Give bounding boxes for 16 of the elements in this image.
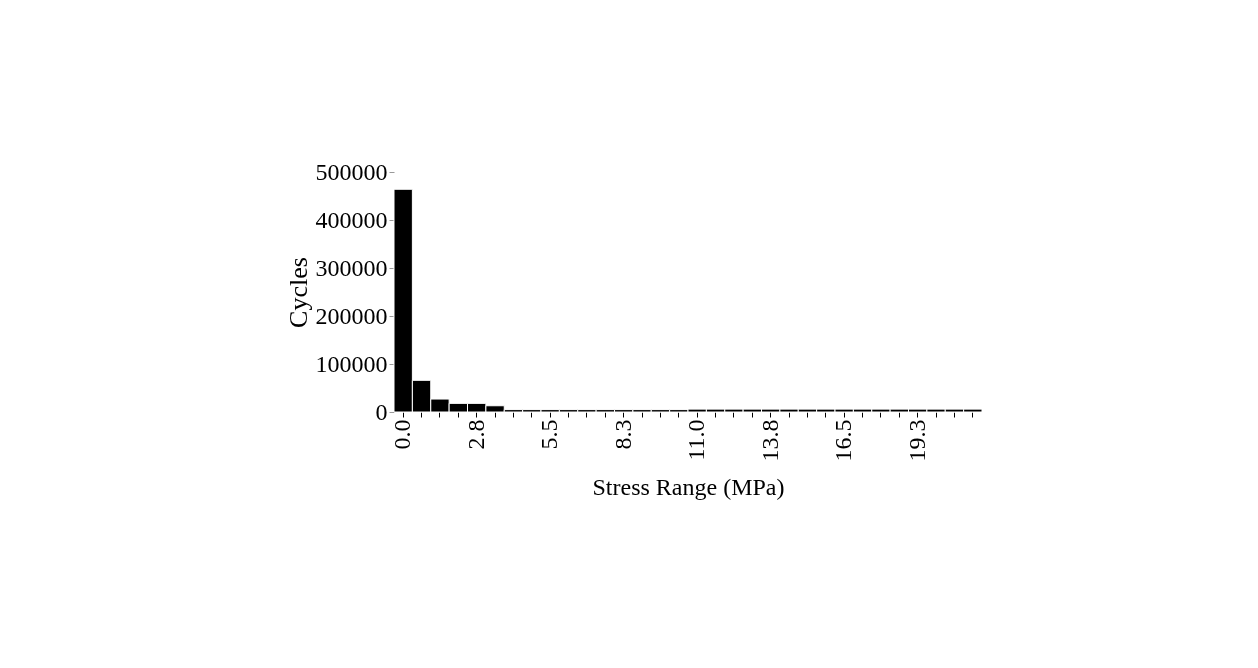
y-axis-title: Cycles <box>283 257 313 328</box>
y-tick-label: 100000 <box>315 350 388 377</box>
y-tick-label: 500000 <box>315 158 388 185</box>
x-tick-label: 16.5 <box>830 419 857 462</box>
y-tick-label: 400000 <box>315 206 388 233</box>
x-tick-label: 0.0 <box>389 419 416 450</box>
x-tick-label: 5.5 <box>536 419 563 450</box>
x-tick-label: 19.3 <box>903 419 930 462</box>
x-tick-label: 13.8 <box>756 419 783 462</box>
x-axis-title: Stress Range (MPa) <box>592 473 785 500</box>
x-tick-label: 8.3 <box>609 419 636 450</box>
y-tick-label: 200000 <box>315 302 388 329</box>
y-tick-label: 0 <box>375 398 388 425</box>
x-tick-label: 2.8 <box>462 419 489 450</box>
x-tick-label: 11.0 <box>683 419 710 461</box>
y-tick-label: 300000 <box>315 254 388 281</box>
